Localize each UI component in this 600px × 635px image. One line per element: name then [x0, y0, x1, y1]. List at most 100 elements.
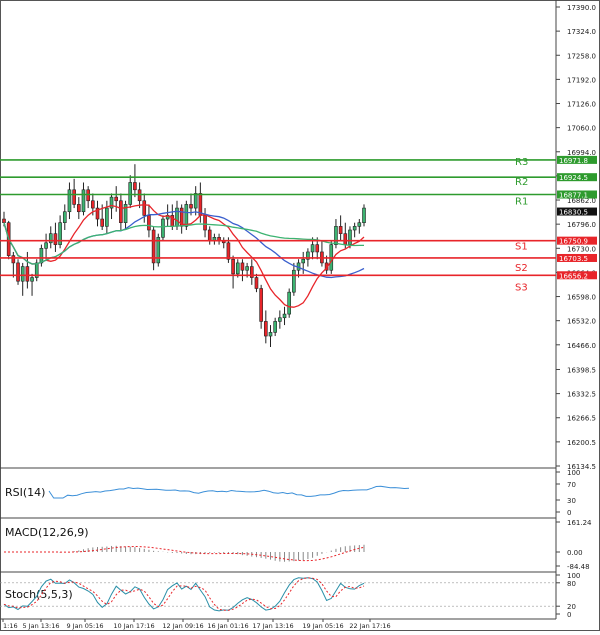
candle-body — [310, 244, 315, 253]
candle-body — [184, 204, 189, 227]
level-name-r2: R2 — [515, 177, 528, 188]
time-tick-label: 22 Jan 17:16 — [349, 622, 390, 630]
price-tick-label: 16994.0 — [567, 149, 596, 157]
candle-body — [67, 189, 72, 213]
candle-body — [348, 229, 352, 245]
candle-body — [306, 251, 310, 260]
level-tag-label: 16703.5 — [559, 255, 588, 263]
candle-body — [2, 218, 6, 223]
price-tick-label: 16134.5 — [567, 463, 596, 471]
candle-body — [30, 277, 34, 282]
candle-body — [53, 233, 58, 245]
candle-body — [109, 196, 114, 209]
candle-body — [226, 242, 231, 260]
candle-body — [249, 266, 254, 278]
price-tick-label: 16466.0 — [567, 342, 596, 350]
macd-label: MACD(12,26,9) — [5, 526, 89, 539]
candle-body — [259, 288, 263, 322]
candle-body — [25, 266, 30, 282]
level-tag-s2 — [557, 253, 597, 262]
stoch-d-line — [3, 577, 365, 611]
candle-body — [292, 269, 296, 293]
candle-body — [357, 222, 362, 227]
level-tag-r2 — [557, 173, 597, 182]
price-tick-label: 16796.0 — [567, 221, 596, 229]
time-tick-label: 19 Jan 05:16 — [302, 622, 343, 630]
candle-body — [254, 277, 259, 289]
stoch-tick-label: 100 — [567, 572, 580, 580]
level-tag-s1 — [557, 236, 597, 245]
candle-body — [48, 233, 53, 244]
level-name-r3: R3 — [515, 157, 528, 168]
rsi-line — [48, 485, 410, 499]
stoch-label: Stoch(5,5,3) — [5, 588, 73, 601]
price-tick-label: 17258.0 — [567, 52, 596, 60]
candle-body — [91, 200, 95, 209]
candle-body — [278, 317, 282, 322]
stoch-tick-label: 80 — [567, 580, 576, 588]
candle-body — [352, 226, 357, 231]
candle-body — [189, 204, 193, 209]
candle-body — [77, 204, 81, 213]
candles — [2, 164, 366, 347]
candle-body — [315, 244, 320, 253]
candle-body — [142, 200, 147, 216]
candle-body — [343, 233, 348, 245]
candle-body — [39, 247, 44, 264]
candle-body — [11, 255, 16, 264]
candle-body — [334, 226, 338, 245]
stoch-tick-label: 0 — [567, 611, 571, 619]
rsi-label: RSI(14) — [5, 486, 45, 499]
price-tick-label: 16200.5 — [567, 439, 596, 447]
candle-body — [268, 332, 273, 337]
macd-signal-line — [4, 545, 365, 562]
candle-body — [20, 266, 25, 282]
level-tag-label: 16877.1 — [559, 192, 588, 200]
price-tick-label: 17390.0 — [567, 4, 596, 12]
level-tag-label: 16971.8 — [559, 157, 588, 165]
candle-body — [156, 237, 161, 264]
price-tick-label: 16862.0 — [567, 197, 596, 205]
stoch-tick-label: 20 — [567, 603, 576, 611]
candle-body — [72, 189, 76, 205]
level-name-r1: R1 — [515, 197, 528, 208]
candle-body — [95, 207, 100, 220]
level-tag-label: 16924.5 — [559, 174, 588, 182]
candle-body — [245, 266, 249, 271]
candle-body — [123, 204, 128, 223]
rsi-tick-label: 30 — [567, 497, 576, 505]
candle-body — [264, 321, 268, 337]
candle-body — [240, 262, 245, 271]
candle-body — [282, 313, 287, 319]
candle-body — [151, 229, 156, 264]
candle-body — [231, 258, 235, 275]
candle-body — [100, 218, 104, 227]
time-tick-label: 1:16 — [3, 622, 18, 630]
candle-body — [287, 291, 291, 315]
level-tag-label: 16656.2 — [559, 272, 588, 280]
candle-body — [207, 229, 212, 242]
price-tick-label: 17060.0 — [567, 125, 596, 133]
price-tick-label: 16266.5 — [567, 415, 596, 423]
candle-body — [62, 211, 67, 223]
candle-body — [44, 242, 48, 249]
rsi-tick-label: 100 — [567, 469, 580, 477]
price-tick-label: 16532.0 — [567, 318, 596, 326]
candle-body — [161, 218, 165, 238]
candle-body — [128, 182, 133, 205]
candle-body — [114, 196, 119, 202]
macd-tick-label: -84.48 — [567, 563, 590, 571]
rsi-tick-label: 0 — [567, 509, 571, 517]
candle-body — [34, 262, 39, 278]
price-axis: 17390.0 17324.0 17258.0 17192.0 17126.0 17060… — [556, 4, 596, 471]
candle-body — [105, 207, 109, 227]
level-tag-label: 16750.9 — [559, 238, 588, 246]
price-tick-label: 17126.0 — [567, 101, 596, 109]
price-tick-label: 16730.0 — [567, 245, 596, 253]
candle-body — [203, 215, 207, 231]
time-tick-label: 5 Jan 13:16 — [22, 622, 59, 630]
macd-tick-label: 161.24 — [567, 519, 592, 527]
candle-body — [193, 193, 198, 209]
